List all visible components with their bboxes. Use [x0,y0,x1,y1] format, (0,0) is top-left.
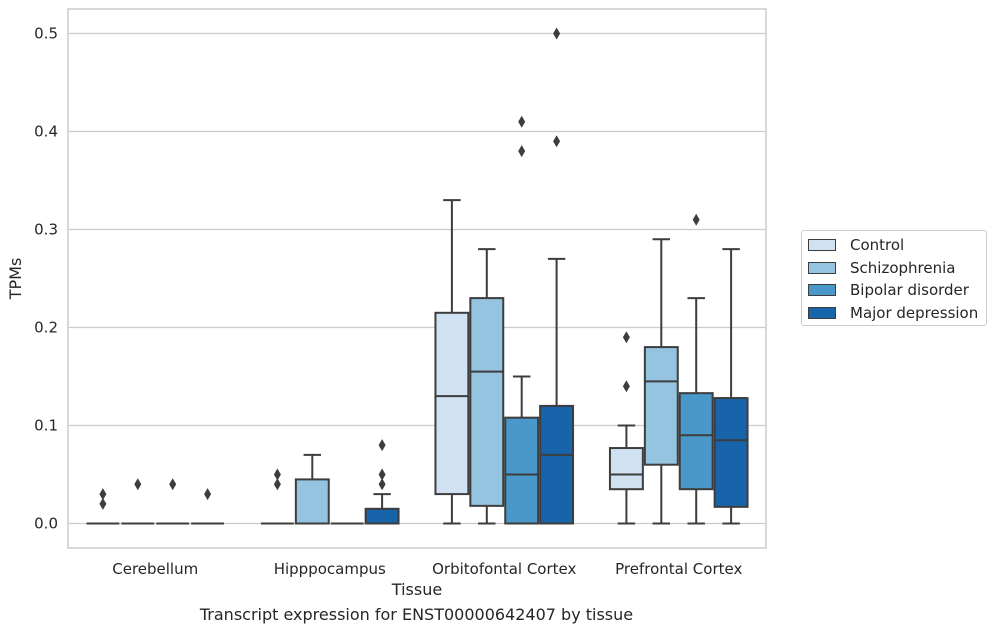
legend-label-schizophrenia: Schizophrenia [850,259,956,277]
box-major-depression [539,404,575,525]
y-tick-label: 0.5 [34,25,58,43]
legend: Control Schizophrenia Bipolar disorder M… [801,230,987,326]
x-tick-label: Cerebellum [112,560,198,578]
box-major-depression [364,507,400,525]
x-axis-label: Tissue [391,580,442,599]
outlier-control [622,331,630,344]
x-tick-label: Prefrontal Cortex [615,560,742,578]
outlier-control [273,468,281,481]
y-tick-label: 0.0 [34,515,58,533]
legend-item-control: Control [808,235,904,255]
legend-label-control: Control [850,236,905,254]
box-bipolar-disorder [504,416,540,525]
outlier-major-depression [553,135,561,148]
x-tick-label: Orbitofontal Cortex [432,560,576,578]
legend-swatch-control [808,239,836,251]
box-bipolar-disorder [678,392,714,491]
legend-swatch-schizophrenia [808,262,836,274]
box-control [608,447,644,491]
outlier-bipolar-disorder [169,478,177,491]
legend-item-major-depression: Major depression [808,303,978,323]
y-tick-label: 0.1 [34,417,58,435]
legend-item-bipolar-disorder: Bipolar disorder [808,280,969,300]
legend-label-major-depression: Major depression [850,304,979,322]
legend-label-bipolar-disorder: Bipolar disorder [850,281,969,299]
legend-swatch-bipolar-disorder [808,284,836,296]
plot-frame [67,8,767,549]
outlier-control [273,478,281,491]
outlier-bipolar-disorder [518,145,526,158]
x-tick-label: Hipppocampus [274,560,386,578]
y-tick-label: 0.2 [34,319,58,337]
figure-caption: Transcript expression for ENST0000064240… [199,605,634,624]
outlier-control [622,380,630,393]
legend-item-schizophrenia: Schizophrenia [808,258,955,278]
outlier-major-depression [378,439,386,452]
outlier-major-depression [553,27,561,40]
box-major-depression [713,397,749,508]
outlier-schizophrenia [134,478,142,491]
y-axis-label: TPMs [6,258,25,301]
y-tick-label: 0.4 [34,123,58,141]
box-schizophrenia [643,346,679,466]
outlier-major-depression [378,478,386,491]
legend-swatch-major-depression [808,307,836,319]
outlier-major-depression [204,488,212,501]
y-tick-label: 0.3 [34,221,58,239]
box-schizophrenia [294,478,330,525]
outlier-control [99,488,107,501]
box-schizophrenia [469,297,505,507]
outlier-control [99,497,107,510]
outlier-bipolar-disorder [518,115,526,128]
outlier-bipolar-disorder [692,213,700,226]
outlier-major-depression [378,468,386,481]
box-control [434,311,470,496]
